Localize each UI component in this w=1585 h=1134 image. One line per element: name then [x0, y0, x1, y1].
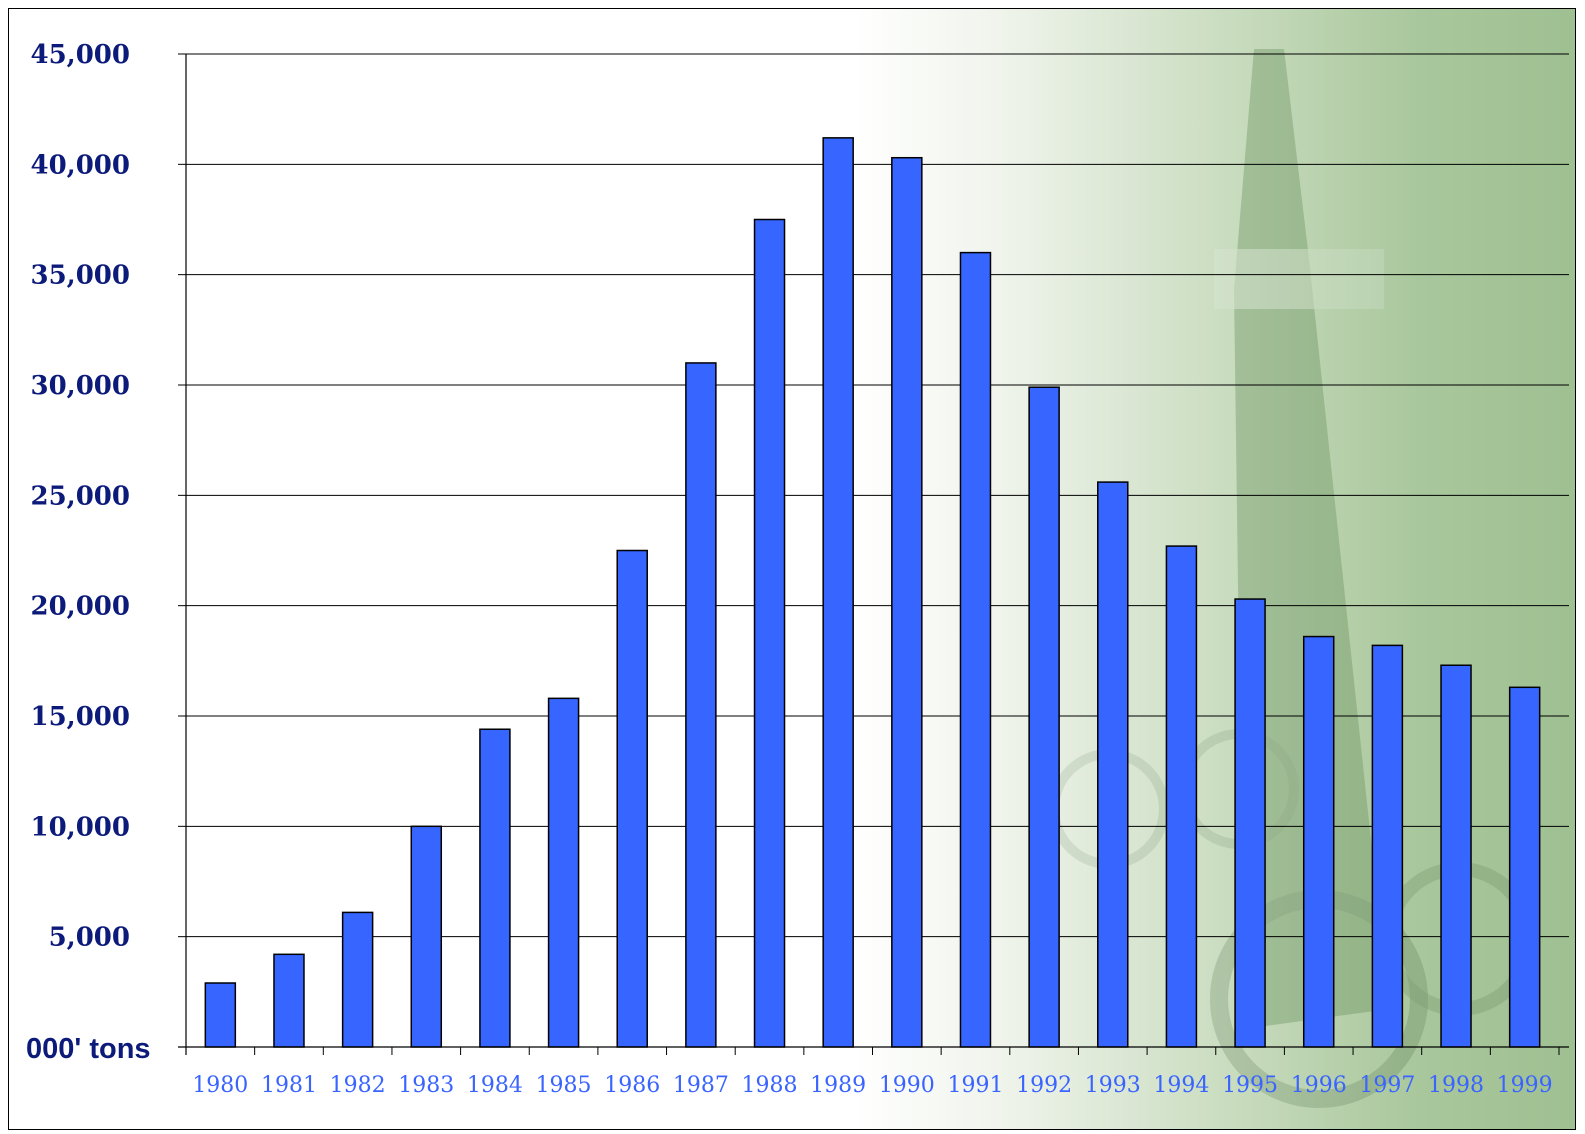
x-tick-label: 1988: [742, 1073, 798, 1098]
x-axis-ticks: 1980 1981 1982 1983 1984 1985 1986 1987 1988 1989…: [185, 1047, 1560, 1098]
bar: [547, 697, 580, 1048]
x-tick-label: 1992: [1016, 1073, 1072, 1098]
x-tick-label: 1981: [261, 1073, 317, 1098]
bars: [204, 137, 1541, 1048]
bar: [1234, 598, 1266, 1048]
bar-chart: 5,000 10,000 15,000 20,000 25,000 30,000 35,00…: [26, 40, 1569, 1108]
x-tick-label: 1990: [879, 1073, 935, 1098]
bar: [1440, 664, 1472, 1048]
x-tick-label: 1999: [1497, 1073, 1553, 1098]
bar: [891, 156, 923, 1048]
x-tick-label: 1997: [1359, 1073, 1415, 1098]
bar: [1302, 635, 1335, 1048]
bar: [616, 549, 648, 1048]
x-tick-label: 1998: [1428, 1073, 1484, 1098]
bar: [479, 728, 511, 1048]
bar: [1508, 686, 1541, 1048]
bar: [410, 825, 443, 1048]
y-axis-unit-label: 000' tons: [26, 1033, 151, 1065]
x-tick-label: 1982: [330, 1073, 386, 1098]
y-axis-ticks: 5,000 10,000 15,000 20,000 25,000 30,000 35,00…: [30, 40, 186, 953]
bar: [273, 953, 305, 1048]
bar: [204, 982, 237, 1048]
y-tick-label: 5,000: [49, 923, 130, 953]
x-tick-label: 1993: [1085, 1073, 1141, 1098]
x-tick-label: 1983: [398, 1073, 454, 1098]
x-tick-label: 1991: [947, 1073, 1003, 1098]
y-tick-label: 45,000: [30, 40, 130, 70]
x-tick-label: 1986: [604, 1073, 660, 1098]
x-tick-label: 1985: [536, 1073, 592, 1098]
chart-frame: 5,000 10,000 15,000 20,000 25,000 30,000 35,00…: [8, 8, 1576, 1130]
bar: [959, 251, 992, 1048]
bar: [1165, 545, 1198, 1048]
x-tick-label: 1996: [1291, 1073, 1347, 1098]
x-tick-label: 1980: [192, 1073, 248, 1098]
bar: [753, 218, 786, 1048]
y-tick-label: 25,000: [30, 481, 130, 511]
y-tick-label: 15,000: [30, 702, 130, 732]
gridlines: [186, 53, 1569, 938]
y-tick-label: 35,000: [30, 261, 130, 291]
axes: [178, 54, 1569, 1055]
x-tick-label: 1989: [810, 1073, 866, 1098]
bar: [1028, 386, 1060, 1048]
y-tick-label: 40,000: [30, 150, 130, 180]
y-tick-label: 10,000: [30, 812, 130, 842]
y-tick-label: 20,000: [30, 592, 130, 622]
bar: [685, 362, 717, 1048]
bar: [1371, 644, 1404, 1048]
y-tick-label: 30,000: [30, 371, 130, 401]
bar: [822, 137, 854, 1048]
bar: [1097, 481, 1129, 1048]
x-tick-label: 1994: [1153, 1073, 1209, 1098]
bar: [341, 911, 374, 1048]
x-tick-label: 1987: [673, 1073, 729, 1098]
x-tick-label: 1995: [1222, 1073, 1278, 1098]
x-tick-label: 1984: [467, 1073, 523, 1098]
